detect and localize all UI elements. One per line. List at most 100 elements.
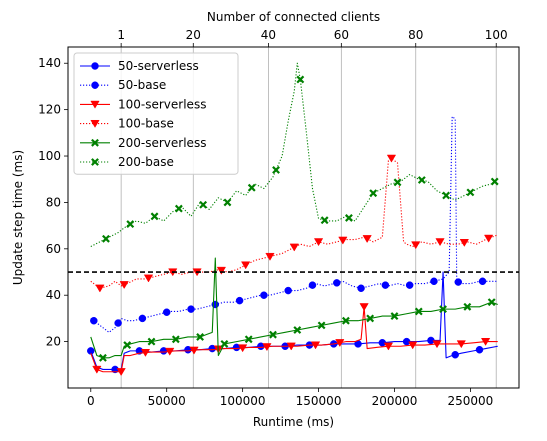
top-tick-label: 20 — [186, 28, 201, 42]
data-point-x-stroke — [463, 302, 472, 311]
axes-layer: 1 20 40 60 80 1000 50000 100000 150000 200000 2500… — [38, 28, 508, 408]
data-point-x — [199, 200, 208, 209]
data-point-x-stroke — [223, 198, 232, 207]
data-point-circle — [91, 81, 99, 89]
data-point-circle — [91, 62, 99, 70]
y-tick-label: 120 — [38, 103, 61, 117]
data-point-x-stroke — [341, 316, 350, 325]
data-point-x-stroke — [487, 298, 496, 307]
data-point-x-stroke — [369, 189, 378, 198]
x-tick-label: 50000 — [148, 394, 186, 408]
legend-label: 100-base — [118, 117, 174, 131]
x-axis-label: Runtime (ms) — [253, 415, 334, 429]
data-point-x-stroke — [442, 191, 451, 200]
legend-label: 200-serverless — [118, 136, 206, 150]
data-point-x-stroke — [91, 138, 99, 147]
data-point-x-stroke — [91, 158, 99, 166]
data-point-x — [369, 189, 378, 198]
data-point-triangle — [216, 266, 227, 275]
data-point-x-stroke — [126, 220, 135, 229]
data-point-x — [269, 330, 277, 339]
data-point-x-stroke — [102, 234, 110, 243]
data-point-x-stroke — [366, 314, 375, 323]
data-point-x-stroke — [317, 321, 326, 330]
legend-label: 50-base — [118, 78, 166, 92]
data-point-x — [341, 316, 350, 325]
data-point-x — [442, 191, 451, 200]
data-point-x-stroke — [196, 333, 205, 341]
data-point-x — [150, 212, 159, 221]
top-axis-label: Number of connected clients — [207, 10, 380, 24]
series-50-serverless — [87, 271, 498, 374]
data-point-x — [123, 341, 132, 350]
top-tick-label: 60 — [334, 28, 349, 42]
data-point-triangle — [286, 342, 296, 351]
top-tick-label: 1 — [117, 28, 125, 42]
data-point-circle — [451, 351, 459, 359]
data-point-triangle — [432, 340, 442, 349]
data-point-x — [91, 138, 99, 147]
data-point-x-stroke — [199, 200, 208, 209]
series-line — [90, 306, 498, 373]
y-tick-label: 20 — [46, 335, 61, 349]
data-point-x-stroke — [390, 312, 399, 321]
data-point-circle — [454, 278, 463, 286]
data-point-triangle — [165, 347, 175, 356]
data-point-x-stroke — [272, 166, 280, 174]
data-point-x-stroke — [414, 307, 423, 316]
data-point-triangle — [335, 339, 345, 348]
data-point-triangle — [189, 346, 199, 355]
data-point-x-stroke — [417, 176, 426, 184]
legend-label: 200-base — [118, 155, 174, 169]
data-point-x — [272, 166, 280, 174]
data-point-x — [487, 298, 496, 307]
data-point-x — [196, 333, 205, 341]
data-point-circle — [475, 345, 484, 354]
legend-entry: 200-base — [80, 155, 174, 169]
data-point-x-stroke — [174, 204, 183, 213]
data-point-triangle — [140, 349, 151, 357]
x-tick-label: 150000 — [296, 394, 342, 408]
data-point-x — [147, 337, 156, 346]
data-point-x — [220, 339, 229, 348]
data-point-triangle — [383, 342, 394, 351]
data-point-triangle — [116, 368, 126, 377]
data-point-circle — [284, 286, 292, 295]
top-tick-label: 100 — [485, 28, 508, 42]
legend-entry: 200-serverless — [80, 136, 206, 150]
data-point-x-stroke — [147, 337, 156, 346]
top-tick-label: 80 — [408, 28, 423, 42]
data-point-x — [344, 213, 353, 222]
legend-entry: 50-base — [80, 78, 166, 92]
data-point-circle — [162, 308, 171, 316]
data-point-circle — [235, 296, 244, 305]
data-point-triangle — [119, 281, 129, 290]
series-100-base — [90, 154, 498, 293]
data-point-circle — [381, 281, 390, 289]
data-point-x-stroke — [269, 330, 277, 339]
data-point-triangle — [408, 341, 418, 350]
data-point-x — [126, 220, 135, 229]
legend-box — [73, 52, 239, 175]
data-point-triangle — [143, 274, 154, 283]
data-point-circle — [90, 316, 98, 325]
data-point-x — [171, 335, 180, 344]
data-point-triangle — [480, 337, 491, 346]
data-point-x-stroke — [393, 178, 402, 187]
data-point-x — [490, 177, 499, 186]
x-tick-label: 200000 — [372, 394, 418, 408]
y-tick-label: 60 — [46, 242, 61, 256]
data-point-triangle — [338, 236, 348, 245]
legend-label: 50-serverless — [118, 59, 199, 73]
y-tick-label: 100 — [38, 149, 61, 163]
x-tick-label: 100000 — [220, 394, 266, 408]
top-tick-label: 40 — [261, 28, 276, 42]
data-point-x — [247, 183, 256, 192]
data-point-triangle — [359, 303, 369, 312]
data-point-triangle — [459, 239, 469, 247]
data-point-triangle — [362, 235, 372, 244]
data-point-x-stroke — [123, 341, 132, 350]
data-point-triangle — [90, 100, 100, 109]
data-point-triangle — [435, 238, 445, 247]
